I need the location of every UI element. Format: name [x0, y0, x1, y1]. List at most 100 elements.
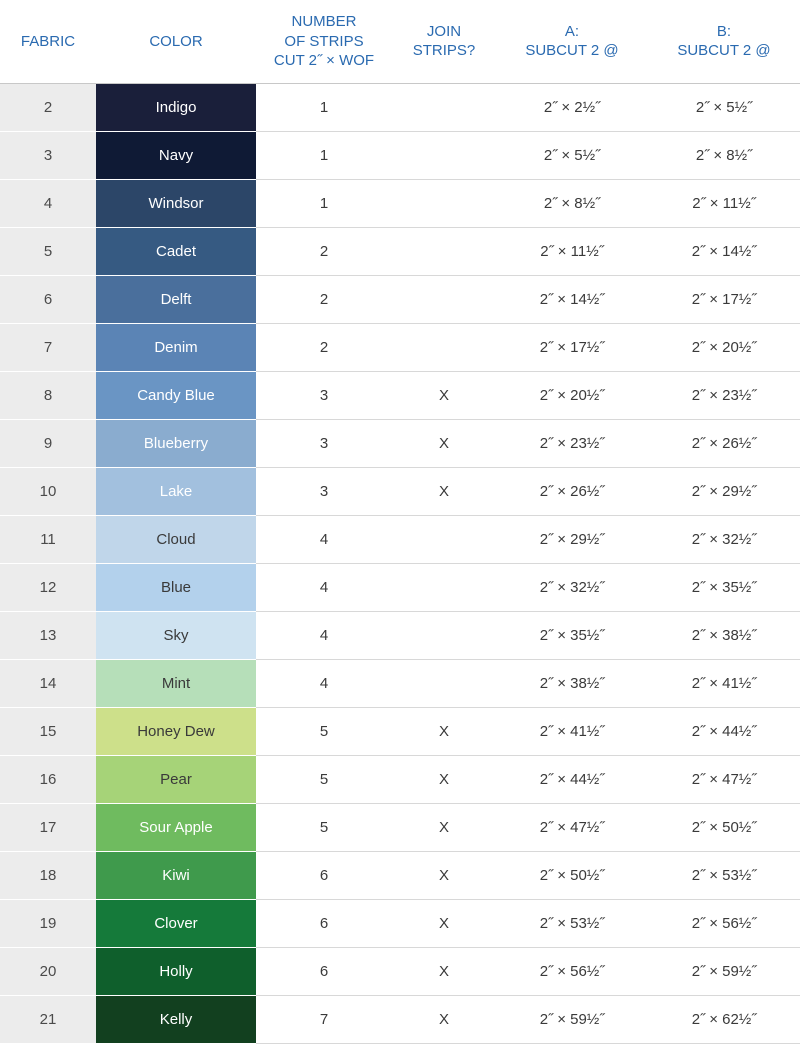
color-swatch: Kelly [96, 995, 256, 1043]
table-row: 20Holly6X2˝ × 56½˝2˝ × 59½˝ [0, 947, 800, 995]
header-strips: NUMBEROF STRIPSCUT 2˝ × WOF [256, 0, 392, 83]
table-row: 6Delft22˝ × 14½˝2˝ × 17½˝ [0, 275, 800, 323]
fabric-number: 19 [0, 899, 96, 947]
join-strips: X [392, 707, 496, 755]
subcut-b: 2˝ × 5½˝ [648, 83, 800, 131]
color-swatch: Holly [96, 947, 256, 995]
subcut-a: 2˝ × 41½˝ [496, 707, 648, 755]
subcut-b: 2˝ × 53½˝ [648, 851, 800, 899]
fabric-number: 4 [0, 179, 96, 227]
join-strips [392, 227, 496, 275]
color-swatch: Clover [96, 899, 256, 947]
fabric-cutting-table: FABRIC COLOR NUMBEROF STRIPSCUT 2˝ × WOF… [0, 0, 800, 1044]
table-row: 11Cloud42˝ × 29½˝2˝ × 32½˝ [0, 515, 800, 563]
table-row: 8Candy Blue3X2˝ × 20½˝2˝ × 23½˝ [0, 371, 800, 419]
strips-count: 2 [256, 323, 392, 371]
table-row: 16Pear5X2˝ × 44½˝2˝ × 47½˝ [0, 755, 800, 803]
fabric-number: 16 [0, 755, 96, 803]
strips-count: 1 [256, 179, 392, 227]
table-row: 5Cadet22˝ × 11½˝2˝ × 14½˝ [0, 227, 800, 275]
fabric-number: 15 [0, 707, 96, 755]
subcut-a: 2˝ × 53½˝ [496, 899, 648, 947]
fabric-number: 14 [0, 659, 96, 707]
color-swatch: Denim [96, 323, 256, 371]
table-row: 18Kiwi6X2˝ × 50½˝2˝ × 53½˝ [0, 851, 800, 899]
fabric-number: 9 [0, 419, 96, 467]
subcut-b: 2˝ × 35½˝ [648, 563, 800, 611]
header-join: JOINSTRIPS? [392, 0, 496, 83]
color-swatch: Honey Dew [96, 707, 256, 755]
table-row: 4Windsor12˝ × 8½˝2˝ × 11½˝ [0, 179, 800, 227]
table-row: 2Indigo12˝ × 2½˝2˝ × 5½˝ [0, 83, 800, 131]
subcut-a: 2˝ × 29½˝ [496, 515, 648, 563]
color-swatch: Delft [96, 275, 256, 323]
subcut-b: 2˝ × 44½˝ [648, 707, 800, 755]
table-body: 2Indigo12˝ × 2½˝2˝ × 5½˝3Navy12˝ × 5½˝2˝… [0, 83, 800, 1043]
table-row: 13Sky42˝ × 35½˝2˝ × 38½˝ [0, 611, 800, 659]
fabric-number: 10 [0, 467, 96, 515]
strips-count: 4 [256, 563, 392, 611]
join-strips: X [392, 371, 496, 419]
table-row: 15Honey Dew5X2˝ × 41½˝2˝ × 44½˝ [0, 707, 800, 755]
color-swatch: Lake [96, 467, 256, 515]
table-row: 9Blueberry3X2˝ × 23½˝2˝ × 26½˝ [0, 419, 800, 467]
color-swatch: Sour Apple [96, 803, 256, 851]
join-strips [392, 515, 496, 563]
header-subcut-b: B:SUBCUT 2 @ [648, 0, 800, 83]
join-strips [392, 323, 496, 371]
strips-count: 7 [256, 995, 392, 1043]
fabric-number: 6 [0, 275, 96, 323]
fabric-number: 17 [0, 803, 96, 851]
strips-count: 3 [256, 467, 392, 515]
subcut-a: 2˝ × 5½˝ [496, 131, 648, 179]
subcut-b: 2˝ × 8½˝ [648, 131, 800, 179]
color-swatch: Candy Blue [96, 371, 256, 419]
join-strips: X [392, 947, 496, 995]
strips-count: 4 [256, 611, 392, 659]
subcut-a: 2˝ × 50½˝ [496, 851, 648, 899]
color-swatch: Cadet [96, 227, 256, 275]
table-row: 7Denim22˝ × 17½˝2˝ × 20½˝ [0, 323, 800, 371]
fabric-number: 21 [0, 995, 96, 1043]
subcut-a: 2˝ × 44½˝ [496, 755, 648, 803]
subcut-b: 2˝ × 62½˝ [648, 995, 800, 1043]
color-swatch: Indigo [96, 83, 256, 131]
table-row: 17Sour Apple5X2˝ × 47½˝2˝ × 50½˝ [0, 803, 800, 851]
subcut-b: 2˝ × 14½˝ [648, 227, 800, 275]
table-row: 10Lake3X2˝ × 26½˝2˝ × 29½˝ [0, 467, 800, 515]
subcut-b: 2˝ × 11½˝ [648, 179, 800, 227]
table-row: 19Clover6X2˝ × 53½˝2˝ × 56½˝ [0, 899, 800, 947]
subcut-a: 2˝ × 59½˝ [496, 995, 648, 1043]
fabric-number: 11 [0, 515, 96, 563]
strips-count: 6 [256, 851, 392, 899]
subcut-b: 2˝ × 32½˝ [648, 515, 800, 563]
fabric-number: 13 [0, 611, 96, 659]
fabric-number: 12 [0, 563, 96, 611]
subcut-a: 2˝ × 35½˝ [496, 611, 648, 659]
color-swatch: Pear [96, 755, 256, 803]
subcut-a: 2˝ × 14½˝ [496, 275, 648, 323]
subcut-b: 2˝ × 50½˝ [648, 803, 800, 851]
strips-count: 5 [256, 755, 392, 803]
fabric-number: 18 [0, 851, 96, 899]
color-swatch: Kiwi [96, 851, 256, 899]
strips-count: 5 [256, 803, 392, 851]
strips-count: 2 [256, 275, 392, 323]
subcut-b: 2˝ × 38½˝ [648, 611, 800, 659]
join-strips: X [392, 995, 496, 1043]
subcut-a: 2˝ × 26½˝ [496, 467, 648, 515]
fabric-number: 3 [0, 131, 96, 179]
table-row: 14Mint42˝ × 38½˝2˝ × 41½˝ [0, 659, 800, 707]
header-subcut-a: A:SUBCUT 2 @ [496, 0, 648, 83]
subcut-b: 2˝ × 26½˝ [648, 419, 800, 467]
join-strips: X [392, 755, 496, 803]
table-row: 3Navy12˝ × 5½˝2˝ × 8½˝ [0, 131, 800, 179]
color-swatch: Navy [96, 131, 256, 179]
subcut-b: 2˝ × 56½˝ [648, 899, 800, 947]
color-swatch: Blueberry [96, 419, 256, 467]
strips-count: 3 [256, 419, 392, 467]
subcut-a: 2˝ × 32½˝ [496, 563, 648, 611]
join-strips [392, 179, 496, 227]
subcut-b: 2˝ × 41½˝ [648, 659, 800, 707]
join-strips [392, 131, 496, 179]
